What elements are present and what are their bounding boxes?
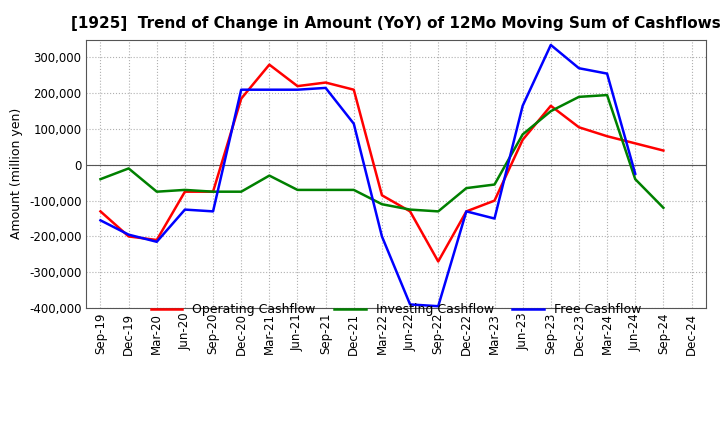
Free Cashflow [518,103,527,108]
Free Cashflow [265,87,274,92]
Operating Cashflow [96,209,105,214]
Operating Cashflow [603,134,611,139]
Operating Cashflow [575,125,583,130]
Line: Operating Cashflow: Operating Cashflow [101,65,663,261]
Investing Cashflow [237,189,246,194]
Free Cashflow [434,304,443,309]
Operating Cashflow [406,209,415,214]
Operating Cashflow [153,237,161,242]
Investing Cashflow [462,186,471,191]
Operating Cashflow [265,62,274,67]
Free Cashflow [603,71,611,76]
Free Cashflow [406,302,415,307]
Free Cashflow [237,87,246,92]
Line: Free Cashflow: Free Cashflow [101,45,635,306]
Operating Cashflow [518,137,527,143]
Free Cashflow [462,209,471,214]
Free Cashflow [631,171,639,176]
Free Cashflow [321,85,330,91]
Operating Cashflow [321,80,330,85]
Title: [1925]  Trend of Change in Amount (YoY) of 12Mo Moving Sum of Cashflows: [1925] Trend of Change in Amount (YoY) o… [71,16,720,32]
Free Cashflow [490,216,499,221]
Free Cashflow [377,234,386,239]
Investing Cashflow [631,176,639,182]
Investing Cashflow [434,209,443,214]
Operating Cashflow [209,189,217,194]
Free Cashflow [153,239,161,245]
Free Cashflow [575,66,583,71]
Free Cashflow [125,232,133,237]
Operating Cashflow [631,141,639,146]
Operating Cashflow [349,87,358,92]
Operating Cashflow [293,84,302,89]
Investing Cashflow [349,187,358,193]
Investing Cashflow [321,187,330,193]
Y-axis label: Amount (million yen): Amount (million yen) [11,108,24,239]
Operating Cashflow [462,209,471,214]
Operating Cashflow [377,193,386,198]
Free Cashflow [96,218,105,223]
Investing Cashflow [406,207,415,212]
Investing Cashflow [153,189,161,194]
Free Cashflow [209,209,217,214]
Investing Cashflow [96,176,105,182]
Investing Cashflow [125,166,133,171]
Operating Cashflow [181,189,189,194]
Investing Cashflow [181,187,189,193]
Free Cashflow [546,42,555,48]
Investing Cashflow [209,189,217,194]
Legend: Operating Cashflow, Investing Cashflow, Free Cashflow: Operating Cashflow, Investing Cashflow, … [146,298,646,321]
Free Cashflow [349,121,358,126]
Operating Cashflow [237,96,246,101]
Free Cashflow [293,87,302,92]
Operating Cashflow [546,103,555,108]
Operating Cashflow [659,148,667,153]
Investing Cashflow [659,205,667,210]
Investing Cashflow [603,92,611,98]
Free Cashflow [181,207,189,212]
Operating Cashflow [490,198,499,203]
Operating Cashflow [125,234,133,239]
Investing Cashflow [575,94,583,99]
Investing Cashflow [265,173,274,178]
Investing Cashflow [377,202,386,207]
Operating Cashflow [434,259,443,264]
Line: Investing Cashflow: Investing Cashflow [101,95,663,211]
Investing Cashflow [518,132,527,137]
Investing Cashflow [293,187,302,193]
Investing Cashflow [546,109,555,114]
Investing Cashflow [490,182,499,187]
